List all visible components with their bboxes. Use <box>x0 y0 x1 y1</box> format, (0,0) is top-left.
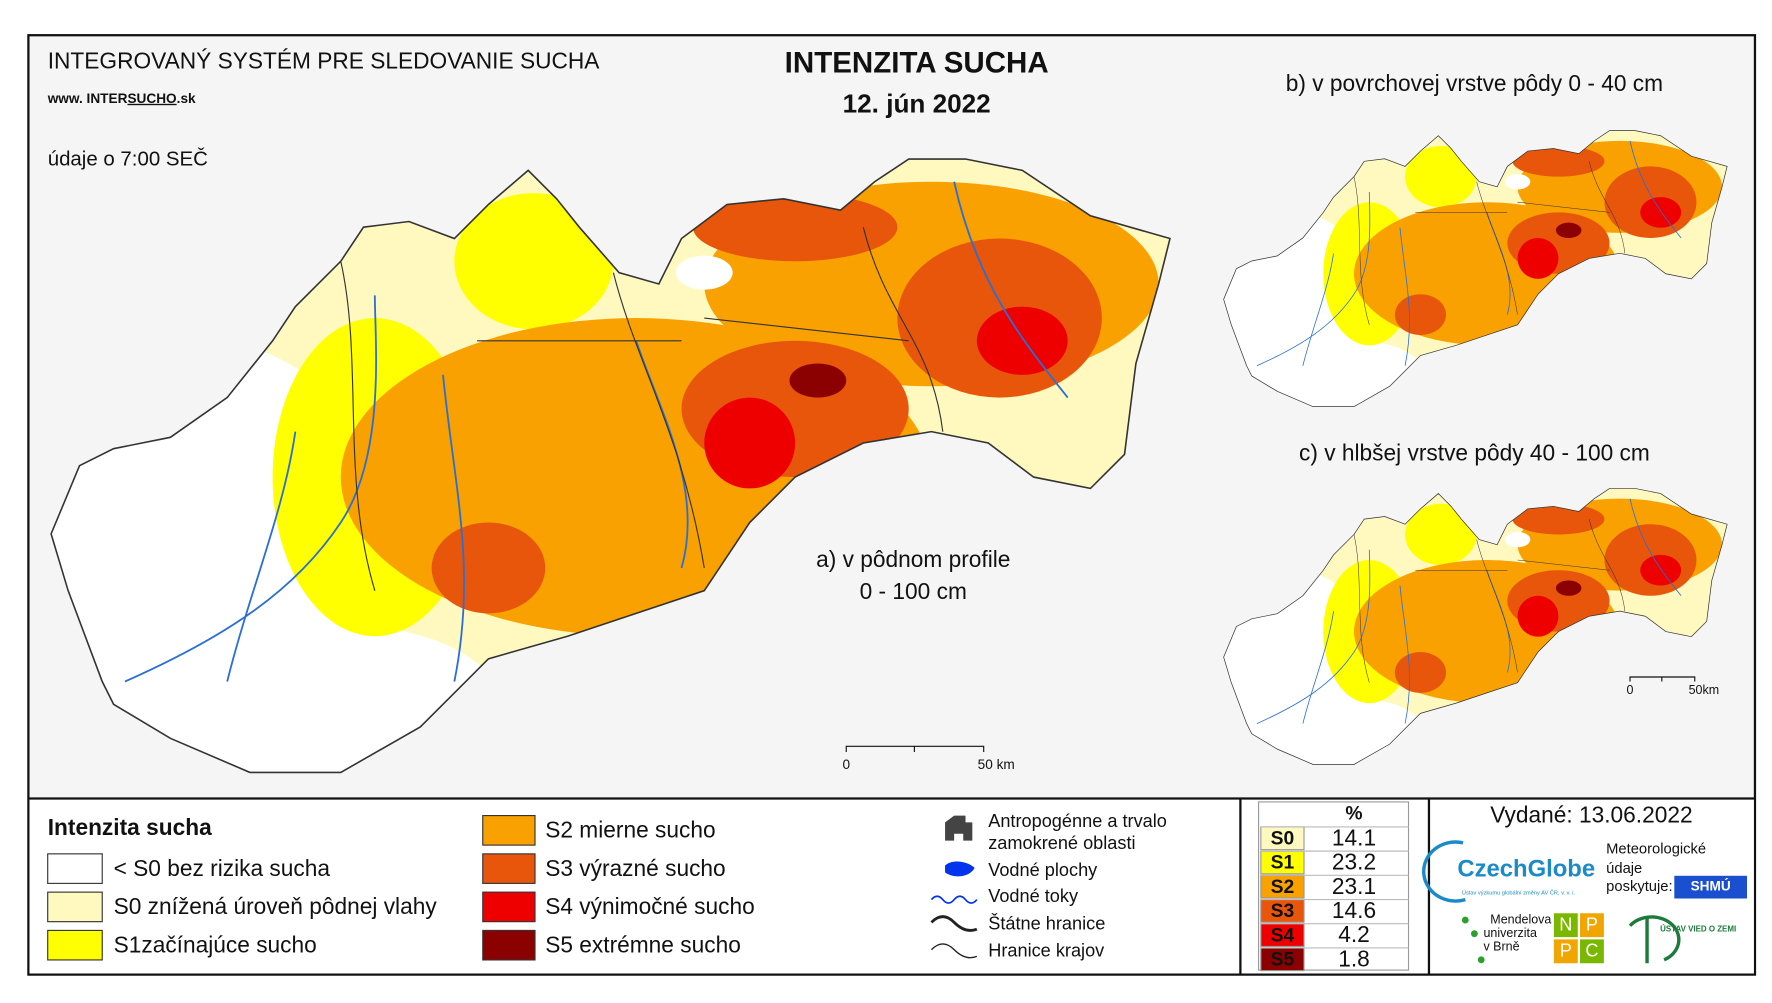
legend-label: S0 znížená úroveň pôdnej vlahy <box>114 893 438 919</box>
stats-class: S4 <box>1271 925 1295 946</box>
nppc-cell <box>1553 913 1578 938</box>
map-legend-label: Antropogénne a trvalo <box>988 811 1167 831</box>
water-icon <box>945 861 975 877</box>
czechglobe-icon <box>1422 840 1466 903</box>
river-icon <box>930 895 978 904</box>
website: www. INTERSUCHO.sk <box>47 90 196 105</box>
map-legend-label: Hranice krajov <box>988 941 1105 961</box>
stats-header: % <box>1345 804 1362 825</box>
legend-label: S5 extrémne sucho <box>545 931 741 957</box>
scale-label: 50 km <box>978 757 1015 772</box>
legend-swatch <box>47 929 103 961</box>
map-legend-label: Vodné toky <box>988 886 1079 906</box>
meteo: údaje <box>1606 861 1642 877</box>
stats-class: S1 <box>1271 853 1295 874</box>
legend-swatch <box>482 853 536 884</box>
map-legend-label: Vodné plochy <box>988 860 1098 880</box>
legend-swatch <box>482 815 536 846</box>
stats-percent: 23.1 <box>1332 873 1376 899</box>
mendel: univerzita <box>1483 926 1536 940</box>
legend-swatch <box>482 891 536 923</box>
scale-label: 0 <box>842 757 850 772</box>
scale-bar <box>1629 676 1696 682</box>
shmu: SHMÚ <box>1691 879 1731 894</box>
legend-swatch <box>47 853 103 884</box>
stats-percent: 14.1 <box>1332 824 1376 850</box>
nppc-letter: C <box>1585 941 1598 961</box>
meteo: poskytuje: <box>1606 879 1672 895</box>
nppc-cell <box>1553 939 1578 964</box>
region-border-icon <box>930 943 978 959</box>
legend-swatch <box>482 929 536 961</box>
mendel: v Brně <box>1483 940 1519 954</box>
stats-percent: 1.8 <box>1338 945 1370 971</box>
legend-swatch <box>47 891 103 923</box>
uvz-icon <box>1628 915 1681 964</box>
czechglobe-sub: Ústav výzkumu globální změny AV ČR, v. v… <box>1462 889 1576 896</box>
map-legend-label: zamokrené oblasti <box>988 833 1135 853</box>
legend-title: Intenzita sucha <box>48 814 212 840</box>
map-a-label: 0 - 100 cm <box>860 578 967 604</box>
map-legend-label: Štátne hranice <box>988 912 1105 933</box>
scale-label: 0 <box>1627 683 1634 697</box>
stats-table <box>1258 801 1410 971</box>
date: 12. jún 2022 <box>843 89 991 119</box>
map-c-label: c) v hlbšej vrstve pôdy 40 - 100 cm <box>1299 439 1650 465</box>
map-b-label: b) v povrchovej vrstve pôdy 0 - 40 cm <box>1286 70 1663 96</box>
map-a-label: a) v pôdnom profile <box>816 546 1010 572</box>
nppc-letter: P <box>1586 915 1598 935</box>
nppc-letter: N <box>1559 915 1572 935</box>
nppc-cell <box>1580 939 1604 964</box>
system-title: INTEGROVANÝ SYSTÉM PRE SLEDOVANIE SUCHA <box>48 47 601 73</box>
mendel: Mendelova <box>1490 912 1551 926</box>
stats-percent: 23.2 <box>1332 849 1376 875</box>
stats-percent: 4.2 <box>1338 921 1370 947</box>
state-border-icon <box>930 915 978 932</box>
czechglobe: CzechGlobe <box>1457 855 1595 882</box>
stats-class: S3 <box>1271 901 1295 922</box>
uvz: ÚSTAV VIED O ZEMI <box>1660 924 1736 933</box>
stats-class: S5 <box>1271 949 1295 970</box>
stats-class: S0 <box>1271 829 1295 850</box>
scale-bar <box>845 745 985 752</box>
legend: < S0 bez rizika sucha S0 znížená úroveň p… <box>47 815 755 961</box>
legend-label: S3 výrazné sucho <box>545 855 725 881</box>
issued: Vydané: 13.06.2022 <box>1490 802 1692 828</box>
nppc-cell <box>1580 913 1604 938</box>
title: INTENZITA SUCHA <box>785 47 1049 80</box>
legend-panel <box>29 798 1754 974</box>
legend-label: < S0 bez rizika sucha <box>114 855 331 881</box>
nppc-letter: P <box>1560 941 1572 961</box>
data-time: údaje o 7:00 SEČ <box>48 148 208 171</box>
legend-label: S1začínajúce sucho <box>114 931 317 957</box>
stats-percent: 14.6 <box>1332 897 1376 923</box>
nppc-logo: N PP C <box>1553 913 1604 964</box>
stats-class: S2 <box>1271 877 1295 898</box>
meteo: Meteorologické <box>1606 842 1706 858</box>
anthropogenic-icon <box>945 815 973 841</box>
scale-label: 50km <box>1689 683 1720 697</box>
legend-label: S4 výnimočné sucho <box>545 893 754 919</box>
legend-label: S2 mierne sucho <box>545 816 715 842</box>
stats-rows: S0 14.1 S1 23.2 S2 23.1 S3 14.6 S4 4.2 S5 1.8 <box>1260 824 1409 971</box>
shmu-logo <box>1674 875 1748 899</box>
